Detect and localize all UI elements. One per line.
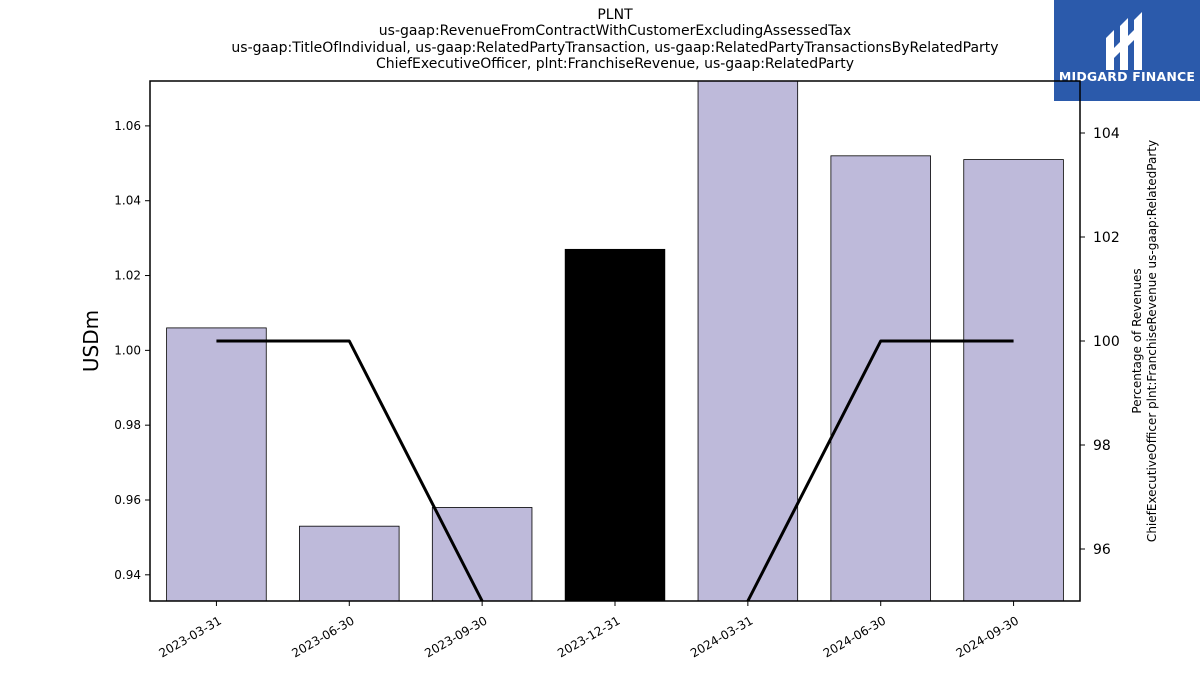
bar-2023-03-31 (166, 327, 267, 602)
bar-2023-09-30 (431, 507, 533, 602)
y2-tick-label: 104 (1093, 126, 1120, 142)
y-tick-label: 1.06 (114, 119, 141, 133)
x-tick-label: 2024-09-30 (954, 613, 1021, 660)
x-tick-label: 2024-06-30 (821, 613, 888, 660)
y-tick-label: 0.98 (114, 418, 141, 432)
title-line-ticker: PLNT (597, 7, 633, 23)
y-tick-label: 1.04 (114, 194, 141, 208)
y2-tick-label: 98 (1093, 438, 1111, 454)
x-tick-label: 2023-12-31 (555, 613, 622, 660)
y2-tick-label: 100 (1093, 334, 1120, 350)
x-tick-label: 2023-06-30 (289, 613, 356, 660)
title-line-concept: us-gaap:RevenueFromContractWithCustomerE… (378, 23, 852, 40)
x-tick-label: 2024-03-31 (688, 613, 755, 660)
x-tick-label: 2023-03-31 (157, 613, 224, 660)
x-tick-label: 2023-09-30 (422, 613, 489, 660)
percentage-line (216, 339, 1014, 602)
y-tick-label: 1.02 (114, 269, 141, 283)
y2-tick-label: 102 (1093, 230, 1120, 246)
midgard-finance-logo: MIDGARD FINANCE (1054, 0, 1200, 101)
logo-text: MIDGARD FINANCE (1058, 69, 1196, 84)
percentage-line-group (216, 339, 1014, 602)
chart-title: PLNT us-gaap:RevenueFromContractWithCust… (150, 7, 1080, 72)
bar-2024-09-30 (963, 159, 1064, 602)
title-line-members: ChiefExecutiveOfficer, plnt:FranchiseRev… (375, 55, 855, 72)
y-axis-label: USDm (79, 310, 103, 372)
title-line-axes: us-gaap:TitleOfIndividual, us-gaap:Relat… (231, 39, 999, 56)
bar-2023-12-31 (564, 248, 666, 602)
bar-2023-06-30 (299, 525, 400, 602)
y2-axis-label-line1: Percentage of Revenues (1130, 268, 1144, 413)
y2-axis-label-line2: ChiefExecutiveOfficer plnt:FranchiseReve… (1145, 140, 1159, 542)
bars-group (166, 80, 1064, 602)
bar-2024-06-30 (830, 155, 931, 602)
y-tick-label: 0.96 (114, 493, 141, 507)
y-tick-label: 0.94 (114, 568, 141, 582)
y2-tick-label: 96 (1093, 542, 1111, 558)
midgard-m-logo-icon (1106, 12, 1142, 70)
y-tick-label: 1.00 (114, 343, 141, 357)
bar-2024-03-31 (697, 80, 799, 602)
